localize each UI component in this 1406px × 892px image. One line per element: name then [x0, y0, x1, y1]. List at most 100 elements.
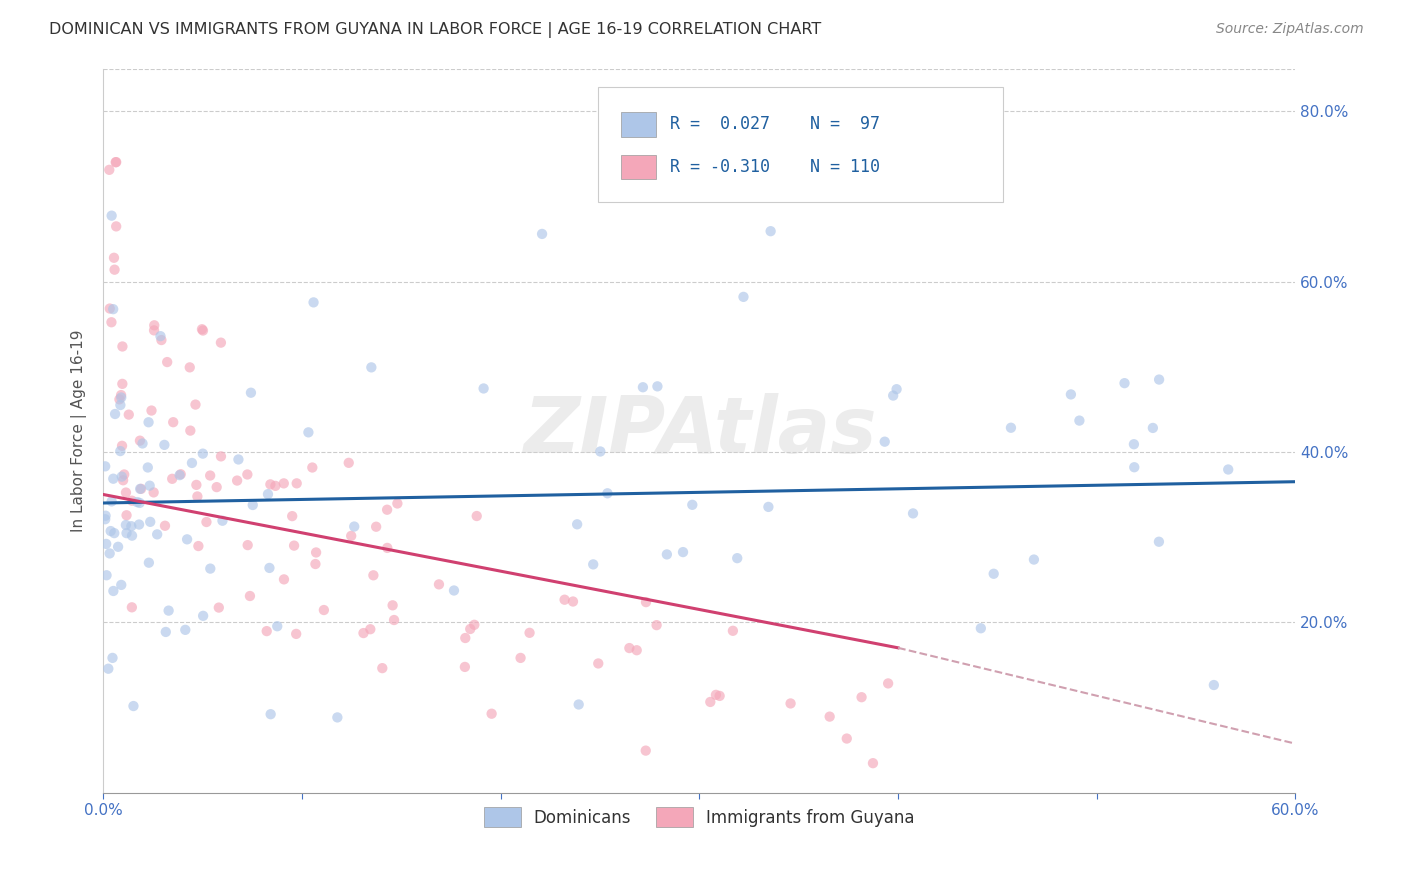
Point — [138, 556, 160, 570]
Point — [138, 415, 160, 429]
Point — [647, 379, 669, 393]
Point — [387, 496, 409, 510]
Point — [721, 624, 744, 638]
Point — [94, 512, 117, 526]
Point — [110, 388, 132, 402]
Point — [259, 561, 281, 575]
Point — [901, 507, 924, 521]
Point — [360, 360, 382, 375]
Point — [209, 335, 232, 350]
Point — [835, 731, 858, 746]
Point — [1202, 678, 1225, 692]
Point — [112, 467, 135, 482]
Point — [103, 251, 125, 265]
Point — [375, 502, 398, 516]
Point — [128, 517, 150, 532]
Point — [211, 514, 233, 528]
Point — [239, 385, 262, 400]
Point — [120, 519, 142, 533]
Point — [157, 604, 180, 618]
Point — [100, 494, 122, 508]
Point — [463, 617, 485, 632]
Point — [554, 592, 576, 607]
Point — [458, 622, 481, 636]
Point — [239, 589, 262, 603]
Point — [128, 496, 150, 510]
Point — [582, 558, 605, 572]
Point — [112, 473, 135, 487]
Point — [111, 469, 134, 483]
Legend: Dominicans, Immigrants from Guyana: Dominicans, Immigrants from Guyana — [475, 799, 924, 835]
Point — [725, 551, 748, 566]
Point — [281, 509, 304, 524]
Point — [155, 624, 177, 639]
Point — [187, 539, 209, 553]
Point — [121, 600, 143, 615]
Point — [337, 456, 360, 470]
Point — [141, 403, 163, 417]
Point — [138, 478, 160, 492]
Point — [100, 315, 122, 329]
Point — [257, 487, 280, 501]
Point — [111, 376, 134, 391]
Point — [129, 482, 152, 496]
Point — [443, 583, 465, 598]
Point — [160, 472, 183, 486]
Point — [862, 756, 884, 771]
Point — [110, 444, 132, 458]
Point — [1218, 462, 1240, 476]
Point — [285, 627, 308, 641]
Point — [353, 626, 375, 640]
Point — [105, 219, 128, 234]
Point — [1142, 421, 1164, 435]
Point — [454, 660, 477, 674]
Point — [181, 456, 204, 470]
Point — [121, 493, 143, 508]
Point — [191, 322, 214, 336]
Point — [699, 695, 721, 709]
Point — [596, 486, 619, 500]
Point — [371, 661, 394, 675]
Point — [100, 209, 122, 223]
Point — [381, 599, 404, 613]
Point — [359, 622, 381, 636]
Point — [283, 539, 305, 553]
Point — [186, 478, 208, 492]
Point — [302, 295, 325, 310]
Point — [454, 631, 477, 645]
Point — [94, 459, 117, 474]
Point — [121, 529, 143, 543]
Point — [127, 495, 149, 509]
Point — [149, 329, 172, 343]
Point — [191, 447, 214, 461]
Point — [104, 407, 127, 421]
Point — [427, 577, 450, 591]
Point — [103, 584, 125, 599]
Point — [236, 467, 259, 482]
Point — [366, 520, 388, 534]
Point — [228, 452, 250, 467]
Point — [655, 548, 678, 562]
Point — [264, 479, 287, 493]
Point — [143, 323, 166, 337]
Point — [305, 545, 328, 559]
Point — [758, 500, 780, 514]
Point — [481, 706, 503, 721]
Point — [100, 524, 122, 538]
Point — [877, 676, 900, 690]
Point — [111, 339, 134, 353]
Point — [531, 227, 554, 241]
Point — [103, 526, 125, 541]
Point — [139, 515, 162, 529]
Point — [301, 460, 323, 475]
Point — [191, 324, 214, 338]
Point — [104, 155, 127, 169]
Point — [589, 444, 612, 458]
Point — [340, 529, 363, 543]
Point — [143, 318, 166, 333]
Point — [242, 498, 264, 512]
Point — [153, 438, 176, 452]
Text: R =  0.027    N =  97: R = 0.027 N = 97 — [669, 115, 880, 134]
Point — [208, 600, 231, 615]
Point — [97, 662, 120, 676]
